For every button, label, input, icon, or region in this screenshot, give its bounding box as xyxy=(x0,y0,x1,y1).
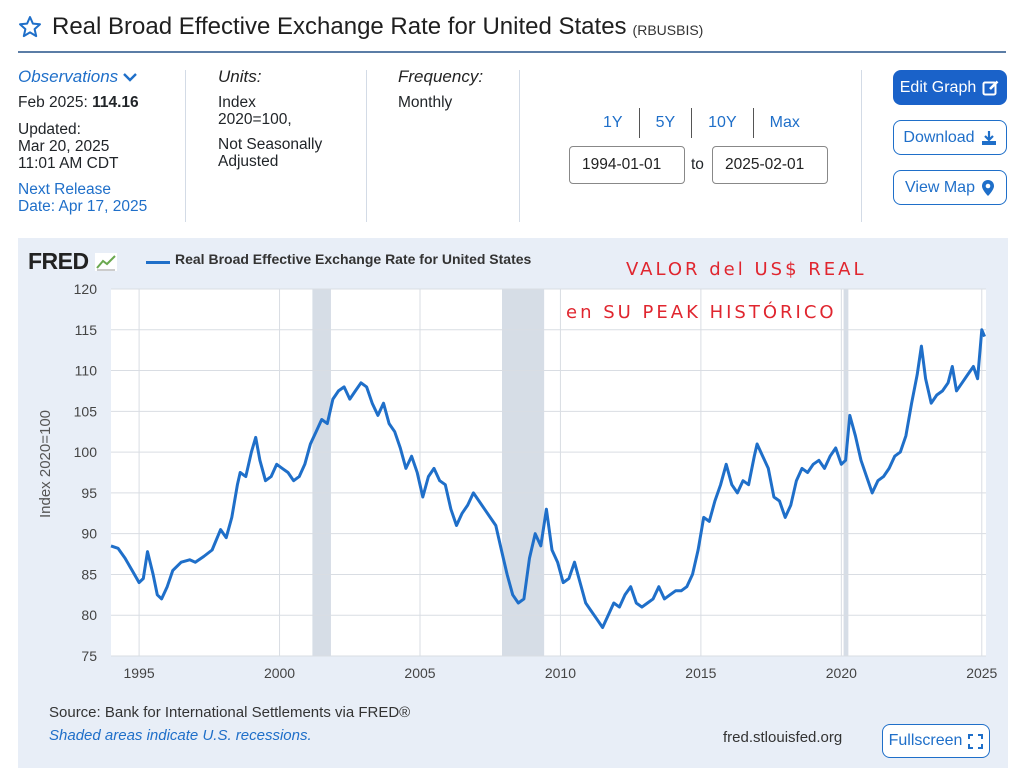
plot-area xyxy=(111,289,986,656)
latest-observation: Feb 2025: 114.16 xyxy=(18,94,178,111)
units-label: Units: xyxy=(218,67,262,86)
chevron-down-icon xyxy=(123,72,138,82)
y-tick-label: 85 xyxy=(81,566,97,582)
y-tick-label: 95 xyxy=(81,485,97,501)
fred-logo-text: FRED xyxy=(28,248,89,274)
updated-time: 11:01 AM CDT xyxy=(18,155,119,172)
observations-dropdown[interactable]: Observations xyxy=(18,68,178,85)
chart-trend-icon xyxy=(94,253,117,271)
x-tick-label: 2005 xyxy=(404,665,435,681)
series-id: (RBUSBIS) xyxy=(632,22,704,38)
to-label: to xyxy=(691,156,704,173)
range-1y[interactable]: 1Y xyxy=(587,108,640,138)
y-tick-label: 90 xyxy=(81,526,97,542)
map-pin-icon xyxy=(981,179,994,196)
x-tick-label: 2020 xyxy=(826,665,857,681)
download-icon xyxy=(981,130,996,145)
x-tick-label: 2015 xyxy=(685,665,716,681)
x-tick-label: 2025 xyxy=(966,665,997,681)
units-line4: Adjusted xyxy=(218,153,279,170)
range-max[interactable]: Max xyxy=(769,114,800,131)
units-block: Units: Index 2020=100, Not Seasonally Ad… xyxy=(218,68,358,170)
view-map-label: View Map xyxy=(905,178,975,196)
annotation-line2: en SU PEAK HISTÓRICO xyxy=(566,301,837,323)
frequency-value: Monthly xyxy=(398,94,453,111)
next-release-line2: Date: Apr 17, 2025 xyxy=(18,198,148,215)
meta-divider xyxy=(366,70,367,222)
series-line xyxy=(110,328,986,629)
download-button[interactable]: Download xyxy=(893,120,1007,155)
fullscreen-icon xyxy=(968,733,984,749)
recession-note: Shaded areas indicate U.S. recessions. xyxy=(49,727,312,744)
range-5y[interactable]: 5Y xyxy=(640,108,693,138)
edit-graph-button[interactable]: Edit Graph xyxy=(893,70,1007,105)
edit-graph-label: Edit Graph xyxy=(899,78,977,96)
page-title: Real Broad Effective Exchange Rate for U… xyxy=(52,13,627,40)
y-tick-label: 80 xyxy=(81,607,97,623)
edit-icon xyxy=(982,80,999,95)
y-tick-label: 105 xyxy=(74,403,98,419)
view-map-button[interactable]: View Map xyxy=(893,170,1007,205)
y-tick-layer: 75 80 85 90 95 100 105 110 115 120 xyxy=(74,281,98,664)
updated-date: Mar 20, 2025 xyxy=(18,138,110,155)
end-date-input[interactable]: 2025-02-01 xyxy=(712,146,828,184)
units-line3: Not Seasonally xyxy=(218,136,323,153)
meta-divider xyxy=(519,70,520,222)
x-tick-label: 2010 xyxy=(545,665,576,681)
range-10y[interactable]: 10Y xyxy=(692,108,754,138)
source-note: Source: Bank for International Settlemen… xyxy=(49,704,411,721)
grid-layer xyxy=(111,288,986,657)
y-tick-label: 100 xyxy=(74,444,98,460)
meta-divider xyxy=(861,70,862,222)
x-tick-label: 2000 xyxy=(264,665,295,681)
line-chart: 75 80 85 90 95 100 105 110 115 120 1995 2000 2005 20… xyxy=(37,259,998,681)
download-label: Download xyxy=(903,128,975,146)
legend-label: Real Broad Effective Exchange Rate for U… xyxy=(175,251,532,267)
fred-url[interactable]: fred.stlouisfed.org xyxy=(723,729,843,746)
meta-divider xyxy=(185,70,186,222)
fullscreen-label: Fullscreen xyxy=(888,732,963,749)
next-release-line1: Next Release xyxy=(18,181,112,198)
title-divider xyxy=(18,51,1006,53)
obs-date: Feb 2025: xyxy=(18,94,88,111)
y-tick-label: 115 xyxy=(75,322,98,338)
chart-panel: FRED Real Broad Effective Exchange Rate … xyxy=(18,238,1008,768)
units-line1: Index xyxy=(218,94,256,111)
updated-label: Updated: xyxy=(18,121,81,138)
units-line2: 2020=100, xyxy=(218,111,292,128)
observations-block: Observations Feb 2025: 114.16 Updated: M… xyxy=(18,68,178,215)
fred-logo: FRED xyxy=(28,248,117,275)
y-tick-label: 75 xyxy=(81,648,97,664)
legend-swatch xyxy=(146,261,170,264)
observations-label: Observations xyxy=(18,67,119,86)
recession-shade xyxy=(312,289,331,656)
annotation-line1: VALOR del US$ REAL xyxy=(626,259,866,280)
y-tick-label: 120 xyxy=(74,281,98,297)
start-date-input[interactable]: 1994-01-01 xyxy=(569,146,685,184)
obs-value: 114.16 xyxy=(92,94,139,111)
title-row: Real Broad Effective Exchange Rate for U… xyxy=(18,8,703,46)
x-tick-label: 1995 xyxy=(124,665,155,681)
recession-shade xyxy=(843,289,849,656)
x-tick-layer: 1995 2000 2005 2010 2015 2020 2025 xyxy=(124,665,998,681)
next-release-link[interactable]: Next Release Date: Apr 17, 2025 xyxy=(18,181,178,215)
range-links: 1Y 5Y 10Y Max xyxy=(587,108,816,138)
star-icon[interactable] xyxy=(18,15,42,39)
y-axis-label: Index 2020=100 xyxy=(37,410,54,518)
fullscreen-button[interactable]: Fullscreen xyxy=(882,724,990,758)
frequency-label: Frequency: xyxy=(398,67,484,86)
y-tick-label: 110 xyxy=(75,363,98,379)
frequency-block: Frequency: Monthly xyxy=(398,68,518,111)
